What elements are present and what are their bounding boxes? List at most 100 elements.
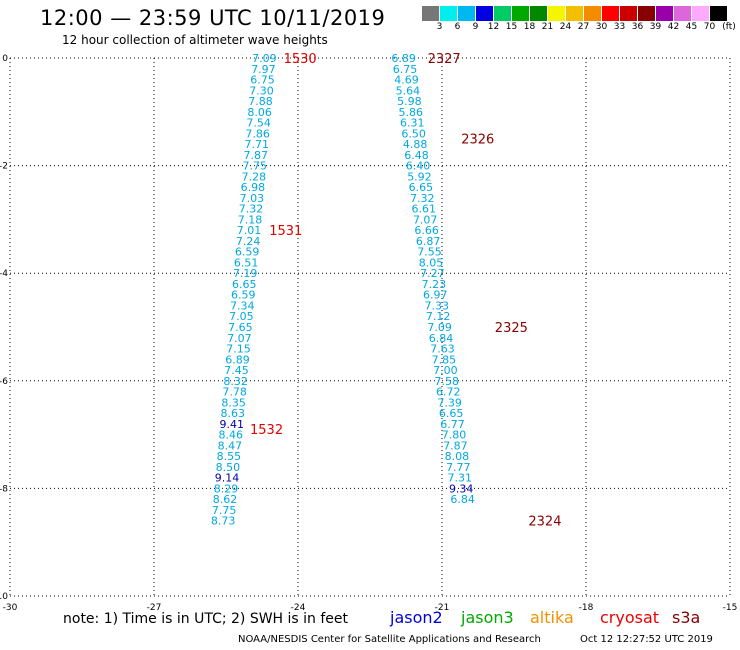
wave-height-label: 6.59	[231, 289, 256, 302]
wave-height-label: 6.66	[414, 224, 439, 237]
color-swatch	[710, 6, 727, 21]
wave-height-label: 6.65	[439, 407, 464, 420]
pass-time-label: 2326	[461, 133, 494, 148]
y-tick-label: -10	[0, 592, 8, 602]
wave-height-label: 5.98	[397, 95, 422, 108]
wave-height-label: 7.31	[448, 472, 473, 485]
color-swatch	[476, 6, 493, 21]
color-swatch	[656, 6, 673, 21]
wave-height-label: 8.73	[211, 515, 236, 528]
x-tick-label: -21	[435, 603, 450, 613]
wave-height-label: 7.86	[245, 127, 270, 140]
wave-height-label: 8.32	[223, 375, 248, 388]
y-tick-label: -4	[0, 269, 8, 279]
wave-height-label: 7.00	[433, 364, 458, 377]
wave-height-label: 4.69	[394, 74, 419, 87]
wave-height-label: 5.64	[396, 84, 421, 97]
pass-time-label: 1531	[269, 224, 302, 239]
color-swatch-label: 39	[649, 22, 662, 32]
color-swatch-label: 30	[595, 22, 608, 32]
wave-height-label: 7.09	[252, 52, 277, 65]
wave-height-label: 7.27	[420, 267, 445, 280]
wave-height-label: 6.59	[235, 246, 260, 259]
wave-height-label: 8.63	[220, 407, 245, 420]
wave-height-label: 7.15	[226, 343, 251, 356]
wave-height-label: 6.65	[409, 181, 434, 194]
wave-height-label: 6.75	[393, 63, 418, 76]
wave-height-label: 7.01	[237, 224, 262, 237]
wave-height-label: 7.19	[233, 267, 258, 280]
generation-timestamp: Oct 12 12:27:52 UTC 2019	[580, 634, 713, 645]
legend-cryosat: cryosat	[600, 608, 660, 627]
wave-height-label: 7.85	[432, 353, 457, 366]
wave-height-label: 6.77	[440, 418, 465, 431]
x-tick-label: -18	[579, 603, 594, 613]
color-swatch-label: 42	[667, 22, 680, 32]
wave-height-label: 6.48	[404, 149, 429, 162]
wave-height-label: 7.28	[242, 170, 267, 183]
wave-height-label: 6.84	[450, 493, 475, 506]
wave-height-label: 7.09	[427, 321, 452, 334]
wave-height-label: 7.78	[222, 386, 247, 399]
wave-height-label: 8.47	[218, 439, 243, 452]
color-swatch	[458, 6, 475, 21]
wave-height-label: 4.88	[403, 138, 428, 151]
color-swatch-label: 33	[613, 22, 626, 32]
color-swatch	[692, 6, 709, 21]
x-tick-label: -30	[3, 603, 18, 613]
wave-height-label: 9.41	[220, 418, 245, 431]
wave-height-label: 6.31	[400, 117, 425, 130]
legend-altika: altika	[530, 608, 574, 627]
y-tick-label: -2	[0, 162, 8, 172]
wave-height-label: 7.87	[443, 439, 468, 452]
color-scale-unit: (ft)	[722, 22, 736, 32]
wave-height-label: 8.29	[214, 482, 239, 495]
wave-height-label: 7.75	[243, 160, 268, 173]
wave-height-label: 6.98	[241, 181, 266, 194]
wave-height-label: 8.50	[216, 461, 241, 474]
wave-height-label: 7.71	[244, 138, 269, 151]
x-tick-label: -27	[147, 603, 162, 613]
credit-line: NOAA/NESDIS Center for Satellite Applica…	[238, 634, 541, 645]
footer-note: note: 1) Time is in UTC; 2) SWH is in fe…	[63, 611, 349, 627]
wave-height-label: 7.07	[413, 213, 438, 226]
color-swatch-label: 27	[577, 22, 590, 32]
wave-height-label: 7.32	[410, 192, 435, 205]
wave-height-label: 6.65	[232, 278, 257, 291]
color-swatch-label: 18	[523, 22, 536, 32]
wave-height-label: 5.92	[407, 170, 432, 183]
wave-height-label: 6.40	[406, 160, 431, 173]
wave-height-label: 7.24	[236, 235, 261, 248]
wave-height-label: 8.46	[219, 429, 244, 442]
color-swatch-label: 15	[505, 22, 518, 32]
y-tick-label: -8	[0, 484, 8, 494]
legend-jason3: jason3	[461, 608, 514, 627]
y-tick-label: -6	[0, 377, 8, 387]
color-swatch	[566, 6, 583, 21]
wave-height-label: 7.03	[240, 192, 265, 205]
color-swatch	[584, 6, 601, 21]
color-swatch	[674, 6, 691, 21]
wave-height-label: 7.65	[228, 321, 253, 334]
wave-height-label: 7.58	[435, 375, 460, 388]
page-subtitle: 12 hour collection of altimeter wave hei…	[62, 33, 328, 47]
wave-height-label: 9.34	[449, 482, 474, 495]
wave-height-label: 7.55	[417, 246, 442, 259]
wave-height-label: 6.72	[436, 386, 461, 399]
color-swatch-label: 3	[436, 22, 443, 32]
legend-jason2: jason2	[390, 608, 443, 627]
wave-height-label: 5.86	[399, 106, 424, 119]
wave-height-label: 6.50	[401, 127, 426, 140]
pass-time-label: 1530	[284, 52, 317, 67]
color-swatch	[530, 6, 547, 21]
pass-time-label: 2327	[428, 52, 461, 67]
wave-height-label: 8.08	[445, 450, 470, 463]
wave-height-label: 6.89	[225, 353, 250, 366]
wave-height-label: 7.12	[426, 310, 451, 323]
color-swatch	[548, 6, 565, 21]
x-tick-label: -15	[723, 603, 738, 613]
color-swatch-label: 9	[472, 22, 479, 32]
color-swatch	[494, 6, 511, 21]
color-swatch	[422, 6, 439, 21]
